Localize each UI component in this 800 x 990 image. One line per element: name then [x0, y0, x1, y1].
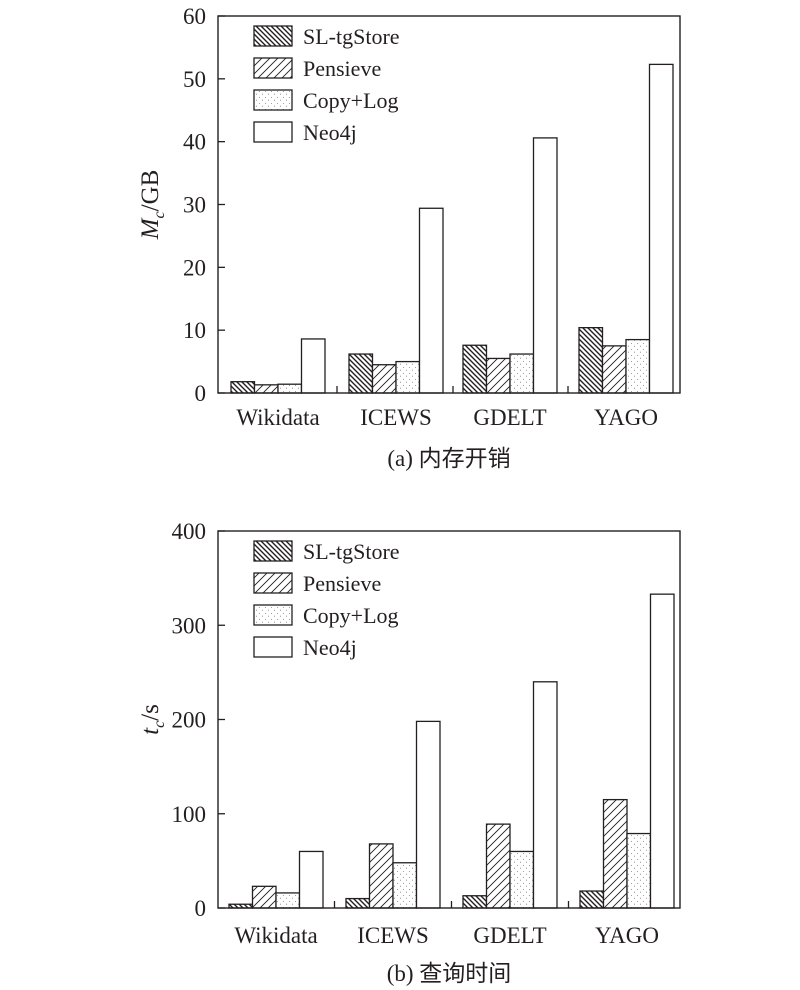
y-tick-label: 60	[183, 4, 206, 29]
legend-swatch	[253, 572, 293, 594]
legend-label: Copy+Log	[303, 603, 399, 628]
bar-sl-tgstore-icews	[345, 897, 371, 909]
x-category-label: ICEWS	[357, 923, 429, 948]
legend-swatch	[253, 540, 293, 562]
y-tick-label: 100	[172, 802, 207, 827]
x-category-label: GDELT	[473, 923, 546, 948]
bar-neo4j-icews	[418, 207, 444, 394]
bar-sl-tgstore-gdelt	[462, 344, 488, 394]
legend-swatch	[253, 89, 293, 111]
bar-copy-log-wikidata	[275, 892, 301, 909]
x-category-label: YAGO	[595, 923, 659, 948]
bar-pensieve-icews	[368, 843, 394, 909]
bar-pensieve-wikidata	[253, 384, 279, 394]
bar-neo4j-gdelt	[532, 681, 558, 909]
bar-pensieve-yago	[602, 798, 628, 909]
bar-copy-log-yago	[625, 338, 651, 394]
x-category-label: YAGO	[594, 405, 658, 430]
y-tick-label: 400	[172, 519, 207, 544]
legend-label: Neo4j	[303, 635, 357, 660]
y-tick-label: 200	[172, 708, 207, 733]
legend-swatch	[253, 636, 293, 658]
bar-sl-tgstore-wikidata	[230, 381, 256, 394]
bar-copy-log-icews	[392, 862, 418, 909]
bar-sl-tgstore-gdelt	[462, 895, 488, 909]
bar-copy-log-gdelt	[509, 850, 535, 909]
legend-swatch	[253, 604, 293, 626]
bar-copy-log-yago	[626, 832, 652, 909]
legend-label: Pensieve	[303, 571, 381, 596]
chart-b: 0 100 200 300 400 Wikidata ICEWS GDELT YAGO tc/s S…	[137, 519, 681, 986]
y-tick-label: 20	[183, 255, 206, 280]
bar-neo4j-yago	[649, 593, 675, 909]
bar-pensieve-icews	[371, 364, 397, 394]
legend-swatch	[253, 57, 293, 79]
bar-sl-tgstore-yago	[578, 327, 604, 394]
bar-copy-log-wikidata	[277, 383, 303, 394]
x-category-label: Wikidata	[234, 923, 317, 948]
bar-pensieve-gdelt	[485, 823, 511, 909]
x-category-label: Wikidata	[236, 405, 319, 430]
bar-pensieve-yago	[601, 345, 627, 394]
legend-label: Copy+Log	[303, 88, 399, 113]
y-tick-label: 300	[172, 613, 207, 638]
bar-sl-tgstore-yago	[579, 890, 605, 909]
bar-neo4j-icews	[415, 720, 441, 909]
y-tick-label: 40	[183, 130, 206, 155]
chart-caption: (a) 内存开销	[387, 446, 510, 471]
legend-label: SL-tgStore	[303, 24, 400, 49]
bar-neo4j-wikidata	[298, 850, 324, 909]
y-axis-label: tc/s	[137, 704, 168, 735]
y-tick-label: 50	[183, 67, 206, 92]
x-category-label: GDELT	[473, 405, 546, 430]
legend-label: Pensieve	[303, 56, 381, 81]
chart-caption: (b) 查询时间	[387, 961, 512, 986]
bar-copy-log-icews	[395, 360, 421, 394]
y-tick-label: 30	[183, 193, 206, 218]
bar-neo4j-wikidata	[300, 338, 326, 394]
bar-pensieve-wikidata	[251, 885, 277, 909]
y-tick-label: 0	[195, 381, 207, 406]
y-tick-label: 0	[195, 896, 207, 921]
legend-label: Neo4j	[303, 120, 357, 145]
bar-pensieve-gdelt	[485, 357, 511, 394]
chart-a: 0 10 20 30 40 50 60 Wikidata ICEWS GDELT YAGO Mc/GB…	[137, 4, 681, 471]
bar-sl-tgstore-icews	[348, 353, 374, 394]
bar-copy-log-gdelt	[509, 353, 535, 394]
y-axis-label: Mc/GB	[137, 170, 168, 241]
x-category-label: ICEWS	[360, 405, 432, 430]
legend-swatch	[253, 121, 293, 143]
y-tick-label: 10	[183, 318, 206, 343]
bar-neo4j-gdelt	[532, 137, 558, 394]
bar-neo4j-yago	[648, 63, 674, 394]
legend-label: SL-tgStore	[303, 539, 400, 564]
legend-swatch	[253, 25, 293, 47]
